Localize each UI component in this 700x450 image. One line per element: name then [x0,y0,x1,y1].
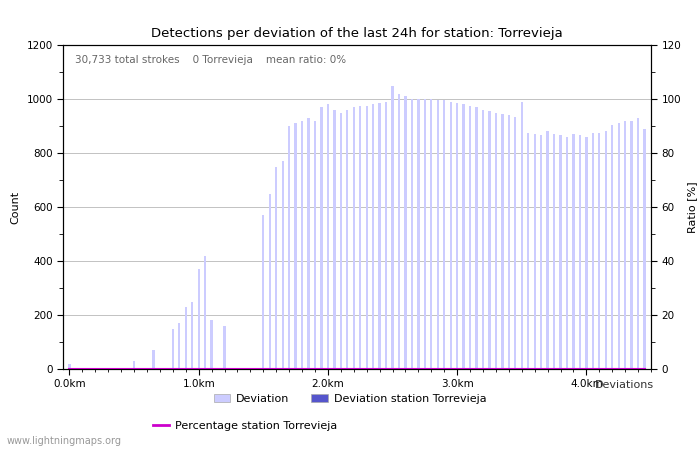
Bar [631,121,633,369]
Bar [269,194,271,369]
Bar [172,328,174,369]
Bar [120,368,122,369]
Bar [340,112,342,369]
Bar [482,110,484,369]
Bar [637,118,639,369]
Bar [230,368,232,369]
Y-axis label: Count: Count [10,190,21,224]
Bar [197,269,199,369]
Bar [643,129,645,369]
Bar [475,107,477,369]
Bar [81,368,83,369]
Bar [333,110,335,369]
Text: www.lightningmaps.org: www.lightningmaps.org [7,436,122,446]
Bar [553,134,555,369]
Bar [579,135,581,369]
Bar [243,368,245,369]
Bar [566,137,568,369]
Title: Detections per deviation of the last 24h for station: Torrevieja: Detections per deviation of the last 24h… [151,27,563,40]
Bar [398,94,400,369]
Text: Deviations: Deviations [596,380,654,390]
Bar [75,368,77,369]
Bar [469,106,471,369]
Bar [391,86,393,369]
Bar [107,368,109,369]
Bar [249,368,251,369]
Bar [113,368,116,369]
Bar [307,118,309,369]
Bar [611,125,613,369]
Bar [540,135,542,369]
Bar [191,302,193,369]
Bar [365,106,368,369]
Bar [353,107,355,369]
Bar [533,134,536,369]
Bar [624,121,626,369]
Bar [573,134,575,369]
Bar [217,368,219,369]
Bar [411,99,413,369]
Bar [69,364,71,369]
Bar [178,323,181,369]
Bar [617,123,620,369]
Bar [443,100,445,369]
Bar [437,100,439,369]
Bar [463,104,465,369]
Bar [185,307,187,369]
Y-axis label: Ratio [%]: Ratio [%] [687,181,696,233]
Bar [223,326,225,369]
Bar [359,106,361,369]
Bar [598,133,601,369]
Bar [321,107,323,369]
Bar [527,133,529,369]
Bar [301,121,303,369]
Bar [456,103,458,369]
Text: 30,733 total strokes    0 Torrevieja    mean ratio: 0%: 30,733 total strokes 0 Torrevieja mean r… [75,55,346,65]
Bar [133,361,135,369]
Bar [489,111,491,369]
Bar [521,102,523,369]
Bar [262,215,265,369]
Bar [495,112,497,369]
Bar [88,368,90,369]
Bar [211,320,213,369]
Bar [237,368,239,369]
Bar [449,102,452,369]
Bar [159,368,161,369]
Bar [327,104,329,369]
Bar [146,368,148,369]
Bar [385,102,387,369]
Bar [94,368,97,369]
Bar [204,256,206,369]
Bar [592,133,594,369]
Bar [605,131,607,369]
Bar [165,368,167,369]
Bar [295,123,297,369]
Legend: Percentage station Torrevieja: Percentage station Torrevieja [148,417,342,436]
Bar [346,110,349,369]
Bar [585,137,587,369]
Bar [275,166,277,369]
Bar [514,117,517,369]
Bar [127,368,129,369]
Bar [139,368,141,369]
Bar [256,368,258,369]
Bar [314,121,316,369]
Bar [372,104,375,369]
Bar [424,99,426,369]
Bar [153,350,155,369]
Bar [101,368,103,369]
Bar [559,135,561,369]
Bar [379,103,381,369]
Bar [501,114,503,369]
Bar [417,99,419,369]
Bar [281,161,284,369]
Bar [508,115,510,369]
Bar [405,96,407,369]
Bar [288,126,290,369]
Bar [430,99,433,369]
Bar [547,131,549,369]
Legend: Deviation, Deviation station Torrevieja: Deviation, Deviation station Torrevieja [209,390,491,409]
